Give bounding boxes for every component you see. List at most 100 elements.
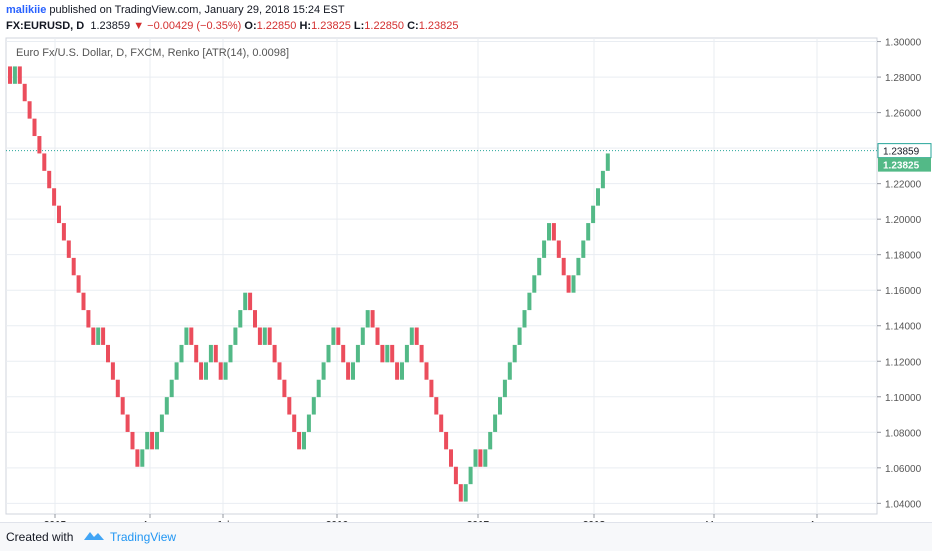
y-tick-label: 1.18000 <box>885 251 922 262</box>
x-tick-label: Mar <box>705 520 723 522</box>
down-brick <box>130 431 135 450</box>
up-brick <box>522 310 527 328</box>
up-brick <box>140 449 145 467</box>
down-brick <box>449 449 453 467</box>
down-brick <box>282 379 287 398</box>
down-brick <box>125 414 130 432</box>
up-brick <box>400 362 404 380</box>
close-value: 1.23825 <box>418 20 459 32</box>
up-brick <box>365 310 370 328</box>
close-price-tag <box>878 157 931 172</box>
up-brick <box>493 414 498 432</box>
high-label: H: <box>299 20 312 32</box>
up-brick <box>507 362 512 380</box>
created-with-text: Created with <box>6 530 74 544</box>
plot-area[interactable] <box>5 37 878 515</box>
last-price-tag-label: 1.23859 <box>883 147 920 158</box>
down-brick <box>213 344 218 363</box>
bricks <box>8 66 610 502</box>
up-brick <box>517 327 522 345</box>
up-brick <box>502 379 507 398</box>
up-brick <box>96 327 101 345</box>
x-tick-label: 2017 <box>467 520 490 522</box>
close-price-tag-label: 1.23825 <box>883 161 920 172</box>
up-brick <box>326 344 331 363</box>
close-label: C: <box>407 20 419 32</box>
up-brick <box>547 223 551 241</box>
up-brick <box>243 292 248 311</box>
down-brick <box>561 257 566 276</box>
up-brick <box>591 205 596 224</box>
x-tick-label: Jul <box>217 520 230 522</box>
down-brick <box>292 414 297 432</box>
up-brick <box>600 170 605 189</box>
tradingview-brand[interactable]: TradingView <box>110 530 177 544</box>
x-tick-label: 2018 <box>583 520 606 522</box>
down-brick <box>8 66 12 84</box>
down-brick <box>257 327 262 345</box>
up-brick <box>498 397 502 415</box>
y-tick-label: 1.26000 <box>885 109 922 120</box>
time-axis[interactable]: 2015 Apr Jul 2016 2017 2018 Mar Apr <box>44 514 826 522</box>
price-change: −0.00429 (−0.35%) <box>147 20 242 32</box>
up-brick <box>385 344 390 363</box>
y-tick-label: 1.28000 <box>885 73 922 84</box>
up-brick <box>306 414 311 432</box>
up-brick <box>537 257 542 276</box>
up-brick <box>488 431 493 450</box>
up-brick <box>532 275 537 293</box>
renko-chart[interactable]: 1.04000 1.06000 1.08000 1.10000 1.12000 1.140… <box>0 0 932 522</box>
up-brick <box>512 344 517 363</box>
up-brick <box>596 188 600 206</box>
down-brick <box>434 397 439 415</box>
down-brick <box>478 449 483 467</box>
down-brick <box>551 223 556 241</box>
down-brick <box>52 188 57 206</box>
y-tick-label: 1.20000 <box>885 215 922 226</box>
y-tick-label: 1.14000 <box>885 322 922 333</box>
down-brick <box>194 344 199 363</box>
author-link[interactable]: malikiie <box>6 4 47 16</box>
x-tick-label: 2015 <box>44 520 67 522</box>
up-brick <box>463 484 468 502</box>
down-brick <box>272 344 277 363</box>
down-brick <box>76 275 81 293</box>
down-brick <box>106 344 110 363</box>
y-tick-label: 1.22000 <box>885 180 922 191</box>
down-brick <box>199 362 204 380</box>
x-tick-label: Apr <box>142 520 158 522</box>
footer: Created with TradingView <box>0 522 932 551</box>
down-brick <box>66 240 71 258</box>
y-tick-label: 1.12000 <box>885 357 922 368</box>
up-brick <box>571 275 576 293</box>
down-brick <box>37 136 42 154</box>
up-brick <box>184 327 189 345</box>
up-brick <box>238 310 243 328</box>
low-label: L: <box>353 20 365 32</box>
up-brick <box>228 344 233 363</box>
y-tick-label: 1.06000 <box>885 464 922 475</box>
ohlc-line: FX:EURUSD, D 1.23859 ▼ −0.00429 (−0.35%)… <box>6 20 458 32</box>
down-brick <box>414 327 419 345</box>
down-brick <box>390 344 395 363</box>
open-value: 1.22850 <box>256 20 297 32</box>
down-brick <box>556 240 561 258</box>
up-brick <box>208 344 213 363</box>
down-brick <box>248 292 253 311</box>
up-brick <box>404 344 409 363</box>
up-brick <box>473 449 478 467</box>
price-axis[interactable]: 1.04000 1.06000 1.08000 1.10000 1.12000 1.140… <box>877 38 932 511</box>
publish-line: malikiie published on TradingView.com, J… <box>6 4 345 16</box>
y-tick-label: 1.04000 <box>885 499 922 510</box>
down-brick <box>150 431 155 450</box>
down-brick <box>380 344 385 363</box>
down-brick <box>115 379 120 398</box>
down-brick <box>47 170 52 189</box>
up-brick <box>360 327 365 345</box>
down-brick <box>57 205 61 224</box>
down-brick <box>32 118 37 137</box>
up-brick <box>468 466 473 485</box>
symbol-label: FX:EURUSD, D <box>6 20 85 32</box>
last-price: 1.23859 <box>90 20 131 32</box>
down-brick <box>17 66 22 84</box>
